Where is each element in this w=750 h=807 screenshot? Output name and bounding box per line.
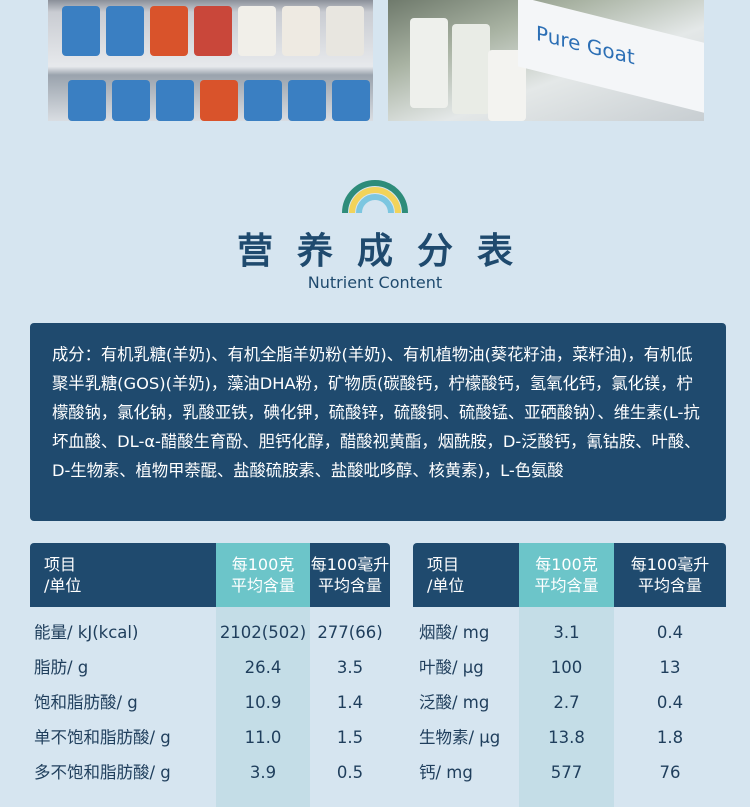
header-item: 项目 /单位 — [413, 543, 519, 607]
value-per-100g: 11.0 — [244, 728, 282, 747]
nutrient-name: 叶酸/ μg — [419, 658, 484, 677]
table-row: 钙/ mg 577 76 — [413, 755, 726, 790]
nutrient-name: 钙/ mg — [419, 763, 473, 782]
pure-goat-sign: Pure Goat — [518, 0, 704, 114]
value-per-100ml: 0.4 — [656, 623, 684, 642]
value-per-100g: 3.1 — [553, 623, 580, 642]
nutrient-name: 能量/ kJ(kcal) — [34, 623, 139, 642]
table-row: 叶酸/ μg 100 13 — [413, 650, 726, 685]
value-per-100ml: 1.8 — [656, 728, 684, 747]
header-line: /单位 — [427, 576, 465, 595]
header-line: 平均含量 — [230, 576, 295, 595]
nutrient-name: 脂肪/ g — [34, 658, 89, 677]
table-row: 脂肪/ g 26.4 3.5 — [30, 650, 390, 685]
value-per-100g: 2102(502) — [219, 623, 307, 642]
table-row: 能量/ kJ(kcal) 2102(502) 277(66) — [30, 615, 390, 650]
value-per-100ml: 0.5 — [336, 763, 364, 782]
header-line: /单位 — [44, 576, 82, 595]
table-row: 单不饱和脂肪酸/ g 11.0 1.5 — [30, 720, 390, 755]
highlight-column — [519, 607, 614, 807]
header-line: 平均含量 — [534, 576, 599, 595]
value-per-100g: 3.9 — [249, 763, 277, 782]
table-row: 饱和脂肪酸/ g 10.9 1.4 — [30, 685, 390, 720]
header-line: 每100克 — [231, 555, 295, 574]
nutrient-name: 饱和脂肪酸/ g — [34, 693, 138, 712]
value-per-100ml: 1.5 — [336, 728, 364, 747]
nutrient-name: 多不饱和脂肪酸/ g — [34, 763, 171, 782]
header-line: 平均含量 — [637, 576, 702, 595]
header-line: 项目 — [427, 555, 460, 574]
page-subtitle: Nutrient Content — [307, 273, 443, 292]
highlight-column — [216, 607, 310, 807]
value-per-100ml: 0.4 — [656, 693, 684, 712]
header-line: 每100克 — [535, 555, 598, 574]
header-per100g: 每100克 平均含量 — [519, 543, 614, 607]
value-per-100g: 26.4 — [244, 658, 282, 677]
nutrient-name: 烟酸/ mg — [419, 623, 490, 642]
ingredients-box: 成分：有机乳糖(羊奶)、有机全脂羊奶粉(羊奶)、有机植物油(葵花籽油，菜籽油)，… — [30, 323, 726, 521]
product-shelf-photo-left — [48, 0, 373, 121]
value-per-100g: 2.7 — [553, 693, 580, 712]
value-per-100ml: 13 — [659, 658, 681, 677]
value-per-100ml: 3.5 — [336, 658, 364, 677]
value-per-100ml: 76 — [659, 763, 681, 782]
value-per-100g: 10.9 — [244, 693, 282, 712]
product-shelf-photo-right: Pure Goat — [388, 0, 704, 121]
table-row: 多不饱和脂肪酸/ g 3.9 0.5 — [30, 755, 390, 790]
nutrient-name: 泛酸/ mg — [419, 693, 490, 712]
nutrient-name: 生物素/ μg — [419, 728, 501, 747]
table-row: 烟酸/ mg 3.1 0.4 — [413, 615, 726, 650]
header-per100ml: 每100毫升 平均含量 — [310, 543, 390, 607]
nutrient-name: 单不饱和脂肪酸/ g — [34, 728, 171, 747]
value-per-100ml: 1.4 — [336, 693, 364, 712]
table-row: 泛酸/ mg 2.7 0.4 — [413, 685, 726, 720]
header-line: 每100毫升 — [310, 555, 390, 574]
value-per-100g: 13.8 — [548, 728, 585, 747]
header-line: 每100毫升 — [630, 555, 710, 574]
value-per-100g: 577 — [550, 763, 583, 782]
value-per-100g: 100 — [550, 658, 583, 677]
header-item: 项目 /单位 — [30, 543, 216, 607]
table-row: 生物素/ μg 13.8 1.8 — [413, 720, 726, 755]
header-per100g: 每100克 平均含量 — [216, 543, 310, 607]
page-title: 营养成分表 — [236, 231, 537, 272]
value-per-100ml: 277(66) — [317, 623, 383, 642]
header-line: 项目 — [44, 555, 77, 574]
rainbow-icon — [342, 180, 408, 214]
header-line: 平均含量 — [317, 576, 382, 595]
header-per100ml: 每100毫升 平均含量 — [614, 543, 726, 607]
